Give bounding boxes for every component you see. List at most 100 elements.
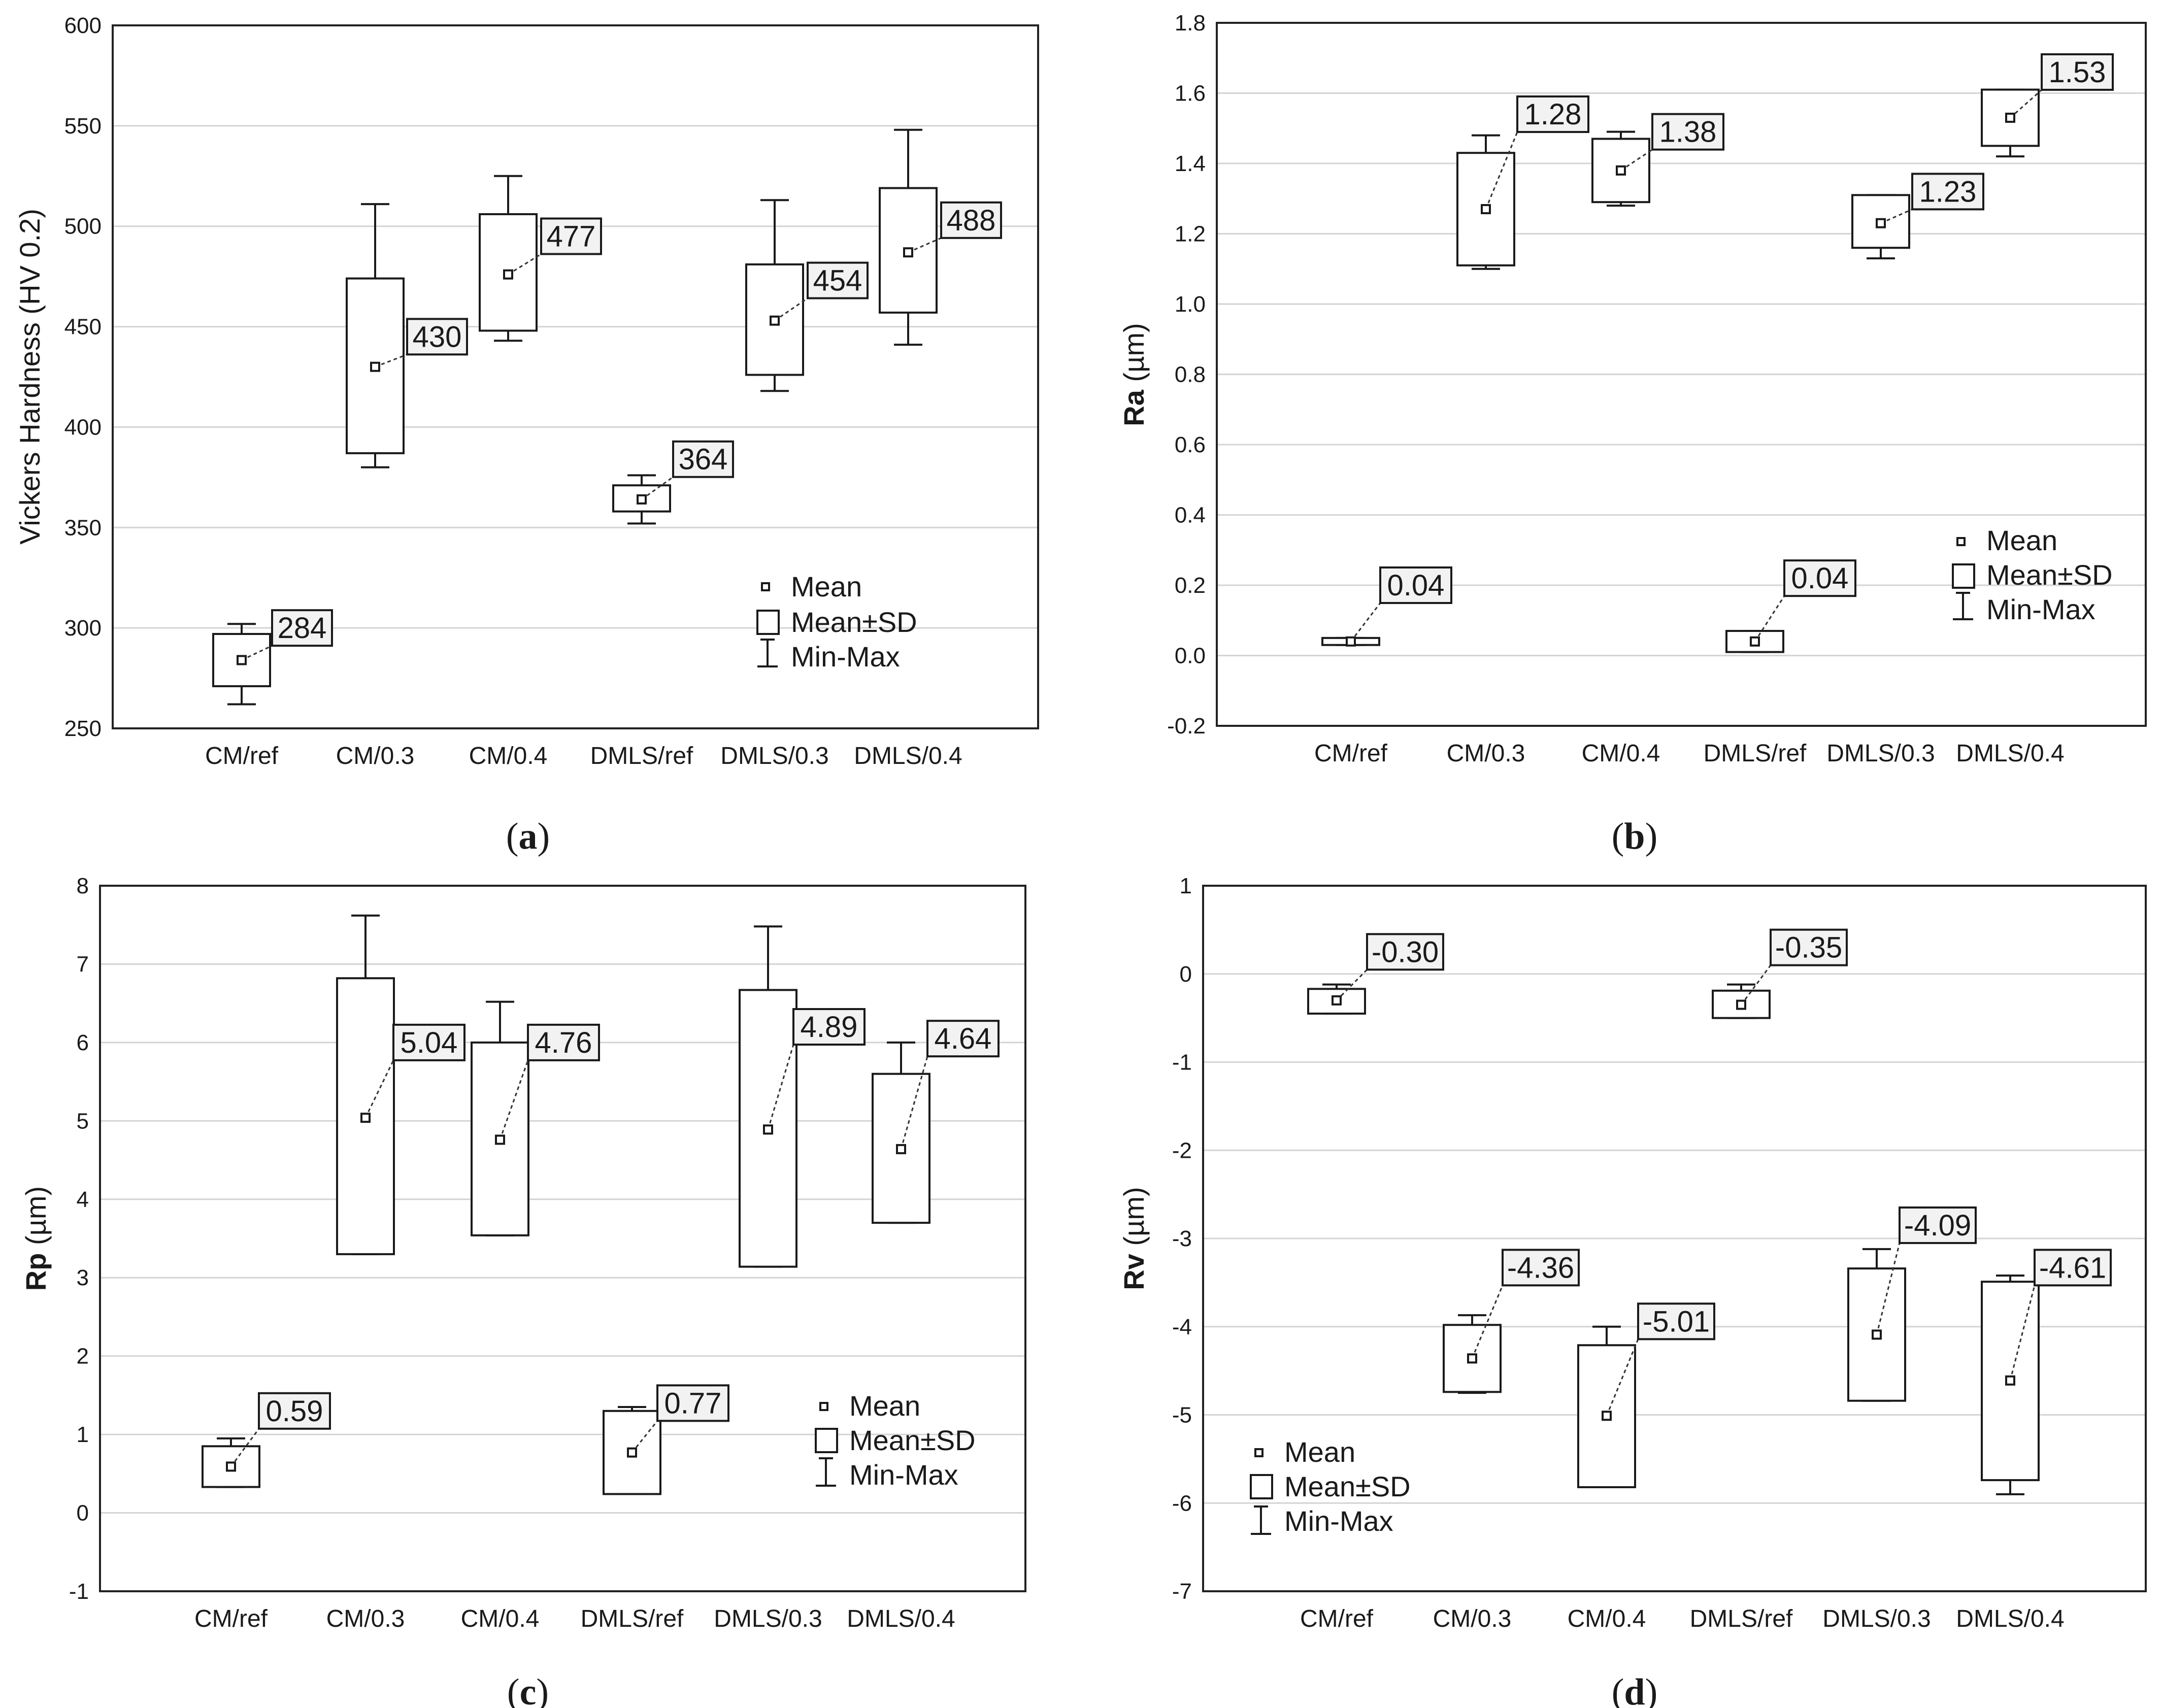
category-box-group: 454 — [745, 199, 869, 392]
y-tick-label: 300 — [64, 616, 102, 641]
axis-title-unit: (µm) — [1118, 323, 1150, 390]
mean-label-box — [540, 217, 602, 255]
category-box-group: -0.30 — [1307, 933, 1444, 1015]
y-tick-label: -1 — [69, 1579, 89, 1604]
category-box-group: 0.04 — [1725, 559, 1856, 653]
category-box-group: 0.59 — [202, 1392, 331, 1488]
legend-sd-marker — [1952, 563, 1975, 589]
category-box-group: -0.35 — [1712, 928, 1848, 1019]
x-category-label: CM/0.3 — [326, 1605, 405, 1632]
caption-close-paren: ) — [1645, 1671, 1658, 1708]
legend-range-label: Min-Max — [1284, 1505, 1393, 1537]
mean-label-connector — [499, 1060, 529, 1140]
mean-marker — [226, 1461, 236, 1472]
x-category-label: DMLS/0.3 — [714, 1605, 822, 1632]
panel-a: 250 300 350 400 450 500 550 600 284 430 477 364 454… — [14, 13, 1039, 857]
mean-label-box — [1899, 1206, 1977, 1244]
category-box-group: 5.04 — [336, 914, 465, 1255]
x-category-label: DMLS/ref — [581, 1605, 684, 1632]
legend-mean-label: Mean — [849, 1390, 920, 1422]
mean-marker — [2005, 112, 2015, 123]
caption-open-paren: ( — [507, 1671, 520, 1708]
y-tick-label: 1 — [1180, 874, 1192, 898]
x-category-label: CM/ref — [1300, 1605, 1374, 1632]
mean-label-connector — [364, 1060, 394, 1118]
y-tick-label: 600 — [64, 13, 102, 38]
y-tick-label: 1.4 — [1175, 151, 1206, 176]
panel-a-categories: CM/ref CM/0.3 CM/0.4 DMLS/ref DMLS/0.3 DMLS/0… — [205, 743, 962, 769]
panel-b-ticks: -0.2 0.0 0.2 0.4 0.6 0.8 1.0 1.2 1.4 1.6 1.8 — [1167, 11, 1206, 739]
caption-close-paren: ) — [538, 816, 550, 857]
y-tick-label: 0 — [77, 1501, 89, 1526]
panel-a-frame — [112, 24, 1039, 729]
legend-sd-marker — [815, 1428, 838, 1453]
caption-open-paren: ( — [1612, 816, 1624, 857]
y-tick-label: 400 — [64, 415, 102, 440]
panel-b-legend: Mean Mean±SD Min-Max — [1952, 524, 2113, 625]
y-tick-label: 550 — [64, 114, 102, 139]
y-tick-label: 1.6 — [1175, 81, 1206, 106]
y-tick-label: 2 — [77, 1344, 89, 1369]
mean-marker — [370, 361, 380, 372]
mean-label-value: 1.53 — [2049, 56, 2106, 89]
x-category-label: DMLS/0.3 — [1826, 740, 1935, 767]
mean-label-value: 364 — [679, 443, 728, 476]
mean-marker — [1602, 1411, 1612, 1421]
mean-label-box — [1770, 928, 1848, 966]
panel-a-caption: (a) — [506, 816, 550, 857]
mean-marker — [1872, 1329, 1882, 1340]
category-box-group: 0.77 — [603, 1384, 729, 1495]
panel-d-ticks: -7 -6 -5 -4 -3 -2 -1 0 1 — [1172, 874, 1192, 1604]
x-category-label: CM/0.3 — [336, 743, 415, 769]
mean-marker — [1876, 218, 1886, 228]
panel-b-y-axis-title: Ra (µm) — [1118, 323, 1150, 426]
mean-label-box — [2034, 1249, 2112, 1287]
legend-mean-marker — [1956, 537, 1966, 546]
panel-d-y-axis-title: Rv (µm) — [1118, 1187, 1150, 1290]
mean-label-value: 4.89 — [801, 1011, 858, 1044]
legend-range-label: Min-Max — [791, 641, 900, 673]
mean-label-box — [258, 1392, 331, 1430]
category-box-group: 488 — [879, 128, 1002, 346]
mean-label-value: -4.36 — [1507, 1251, 1574, 1284]
mean-label-value: 0.04 — [1387, 569, 1445, 602]
panel-d-frame — [1202, 885, 2147, 1592]
y-tick-label: 0.4 — [1175, 503, 1206, 528]
x-category-label: DMLS/ref — [1704, 740, 1807, 767]
mean-label-value: 1.23 — [1919, 175, 1977, 208]
category-box-group: 4.89 — [739, 925, 866, 1268]
category-box-group: 1.23 — [1851, 173, 1984, 259]
y-tick-label: -3 — [1172, 1226, 1192, 1251]
mean-label-box — [1502, 1249, 1580, 1287]
mean-label-value: -4.61 — [2039, 1251, 2106, 1284]
category-box-group: 1.28 — [1456, 95, 1589, 270]
category-box-group: 364 — [612, 440, 734, 525]
category-box-group: -4.36 — [1443, 1249, 1580, 1394]
y-tick-label: 450 — [64, 315, 102, 340]
mean-label-value: 430 — [413, 320, 462, 353]
panel-b-frame — [1216, 22, 2147, 727]
mean-label-connector — [1350, 602, 1381, 642]
panel-c-boxes: 0.59 5.04 4.76 0.77 4.89 4.64 — [202, 914, 1000, 1495]
x-category-label: DMLS/0.4 — [1956, 1605, 2064, 1632]
y-tick-label: 350 — [64, 515, 102, 540]
panel-d-caption: (d) — [1612, 1671, 1657, 1708]
mean-marker — [237, 655, 247, 665]
panel-c: -1 0 1 2 3 4 5 6 7 8 0.59 5.04 4.76 0.77 4.89 4.64 CM/… — [20, 874, 1026, 1708]
mean-label-connector — [1336, 969, 1368, 1001]
panel-c-ticks: -1 0 1 2 3 4 5 6 7 8 — [69, 874, 89, 1604]
x-category-label: CM/0.4 — [1582, 740, 1660, 767]
category-box-group: 430 — [346, 203, 468, 468]
mean-label-box — [656, 1384, 729, 1422]
mean-marker — [360, 1113, 371, 1123]
mean-label-connector — [1740, 964, 1772, 1006]
mean-label-value: 477 — [547, 220, 596, 253]
x-category-label: DMLS/0.4 — [854, 743, 962, 769]
mean-label-box — [792, 1008, 866, 1046]
mean-label-value: 5.04 — [401, 1026, 458, 1059]
mean-marker — [1467, 1353, 1477, 1364]
x-category-label: CM/ref — [205, 743, 279, 769]
caption-letter: d — [1624, 1671, 1645, 1708]
y-tick-label: -5 — [1172, 1403, 1192, 1428]
y-tick-label: 4 — [77, 1187, 89, 1212]
